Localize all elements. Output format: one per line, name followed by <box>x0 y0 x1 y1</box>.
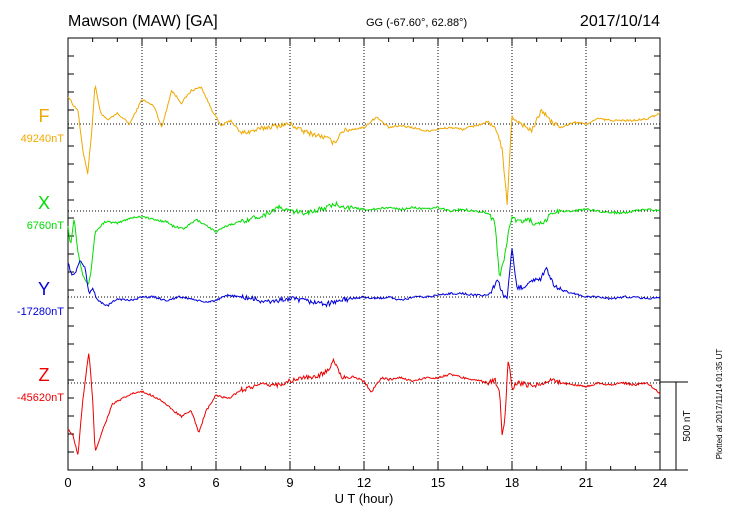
trace-z <box>67 353 661 455</box>
plotted-at-note: Plotted at 2017/11/14 01:35 UT <box>715 349 724 460</box>
series-baseline-z: -45620nT <box>17 392 64 404</box>
x-tick-label: 15 <box>431 475 445 490</box>
scale-bar-label: 500 nT <box>682 410 693 441</box>
x-tick-label: 24 <box>653 475 667 490</box>
series-baseline-f: 49240nT <box>21 133 65 145</box>
station-title: Mawson (MAW) [GA] <box>68 13 218 30</box>
x-tick-label: 3 <box>138 475 145 490</box>
plot-date: 2017/10/14 <box>580 13 660 30</box>
trace-x <box>67 200 661 286</box>
series-name-z: Z <box>39 365 50 385</box>
series-name-y: Y <box>38 279 50 299</box>
series-name-x: X <box>38 193 50 213</box>
x-tick-label: 12 <box>357 475 371 490</box>
x-tick-label: 18 <box>505 475 519 490</box>
series-name-f: F <box>39 106 50 126</box>
scale-bar: 500 nT <box>660 381 693 471</box>
grid-lines <box>68 38 660 470</box>
x-tick-label: 21 <box>579 475 593 490</box>
series-baseline-y: -17280nT <box>17 306 64 318</box>
x-tick-label: 6 <box>212 475 219 490</box>
series-baseline-x: 6760nT <box>27 220 65 232</box>
series-labels: F 49240nT X 6760nT Y -17280nT Z -45620nT <box>17 106 64 404</box>
traces <box>67 84 661 455</box>
x-tick-label: 9 <box>286 475 293 490</box>
trace-y <box>67 248 661 308</box>
x-tick-labels: 0 3 6 9 12 15 18 21 24 <box>64 475 667 490</box>
trace-f <box>67 84 661 205</box>
axis-ticks <box>67 38 661 470</box>
station-coordinates: GG (-67.60°, 62.88°) <box>366 17 467 29</box>
x-axis-label: U T (hour) <box>335 491 394 506</box>
x-tick-label: 0 <box>64 475 71 490</box>
